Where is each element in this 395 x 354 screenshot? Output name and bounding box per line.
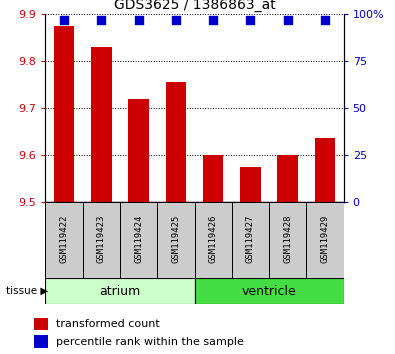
Point [284, 17, 291, 23]
Point [173, 17, 179, 23]
Bar [120, 202, 157, 278]
Bar [315, 138, 335, 202]
Bar [45, 202, 83, 278]
Bar [45, 278, 194, 304]
Text: GSM119426: GSM119426 [209, 214, 218, 263]
Bar [269, 202, 307, 278]
Bar [194, 202, 232, 278]
Text: tissue ▶: tissue ▶ [6, 286, 48, 296]
Text: transformed count: transformed count [56, 319, 160, 329]
Text: GSM119422: GSM119422 [60, 214, 69, 263]
Text: GSM119424: GSM119424 [134, 214, 143, 263]
Point [135, 17, 142, 23]
Bar [203, 155, 224, 202]
Bar [91, 47, 112, 202]
Bar [232, 202, 269, 278]
Text: GSM119427: GSM119427 [246, 214, 255, 263]
Bar [34, 335, 48, 348]
Text: percentile rank within the sample: percentile rank within the sample [56, 337, 244, 347]
Point [98, 17, 105, 23]
Text: GSM119429: GSM119429 [320, 214, 329, 263]
Bar [128, 99, 149, 202]
Title: GDS3625 / 1386863_at: GDS3625 / 1386863_at [114, 0, 275, 12]
Bar [240, 167, 261, 202]
Bar [194, 278, 344, 304]
Bar [83, 202, 120, 278]
Text: GSM119428: GSM119428 [283, 214, 292, 263]
Point [322, 17, 328, 23]
Point [61, 17, 67, 23]
Bar [166, 82, 186, 202]
Text: GSM119425: GSM119425 [171, 214, 181, 263]
Text: ventricle: ventricle [242, 285, 297, 298]
Point [247, 17, 254, 23]
Bar [34, 318, 48, 330]
Text: atrium: atrium [100, 285, 141, 298]
Point [210, 17, 216, 23]
Bar [157, 202, 194, 278]
Bar [54, 26, 74, 202]
Bar [277, 155, 298, 202]
Text: GSM119423: GSM119423 [97, 214, 106, 263]
Bar [307, 202, 344, 278]
